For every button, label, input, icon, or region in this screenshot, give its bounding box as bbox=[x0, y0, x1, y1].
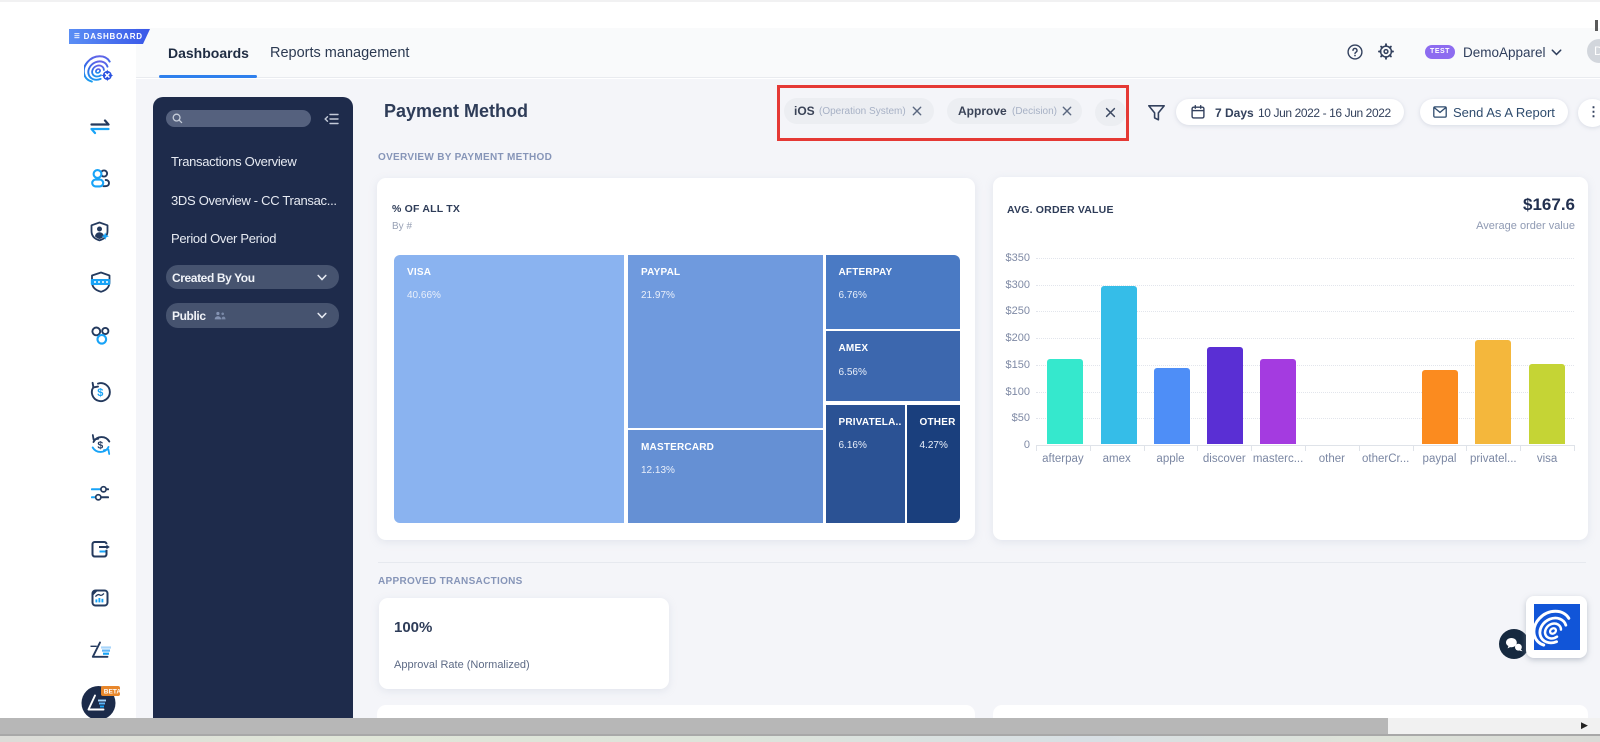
svg-text:BETA: BETA bbox=[104, 689, 122, 696]
svg-text:$: $ bbox=[97, 387, 103, 399]
svg-text:$: $ bbox=[97, 440, 103, 452]
